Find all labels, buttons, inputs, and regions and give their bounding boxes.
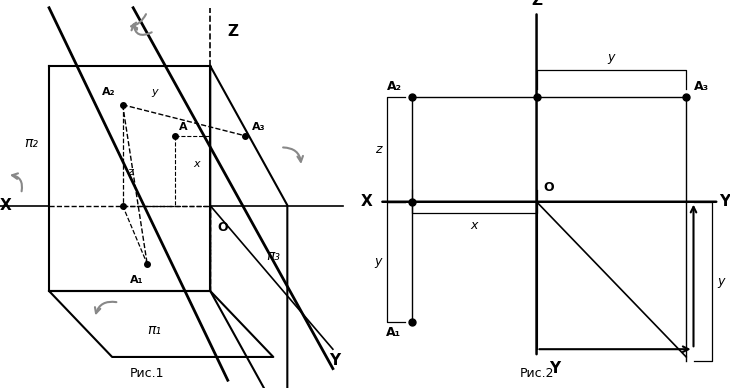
Text: A₃: A₃ [694,80,709,93]
Text: π₃: π₃ [266,249,280,263]
Text: Z: Z [228,24,239,38]
Text: x: x [193,159,199,169]
Text: X: X [0,198,12,213]
Text: A: A [179,122,188,132]
Text: x: x [471,219,478,232]
Text: z: z [127,166,133,177]
Text: Рис.2: Рис.2 [519,367,554,380]
Text: O: O [544,181,555,194]
Text: O: O [218,221,228,234]
Text: Y: Y [549,361,561,376]
Text: X: X [361,194,372,209]
Text: Y: Y [719,194,730,209]
Text: Рис.1: Рис.1 [130,367,164,380]
Text: y: y [717,275,725,288]
Text: y: y [374,255,381,268]
Text: A₁: A₁ [386,326,402,339]
Text: z: z [375,143,381,156]
Text: A₂: A₂ [102,87,115,97]
Text: y: y [151,87,158,97]
Text: y: y [607,51,615,64]
Text: Z: Z [531,0,542,8]
Text: π₁: π₁ [147,323,161,337]
Text: A₃: A₃ [253,122,266,132]
Text: π₂: π₂ [25,137,39,151]
Text: Y: Y [329,353,340,368]
Text: A₁: A₁ [130,275,144,286]
Text: A₂: A₂ [386,80,402,93]
